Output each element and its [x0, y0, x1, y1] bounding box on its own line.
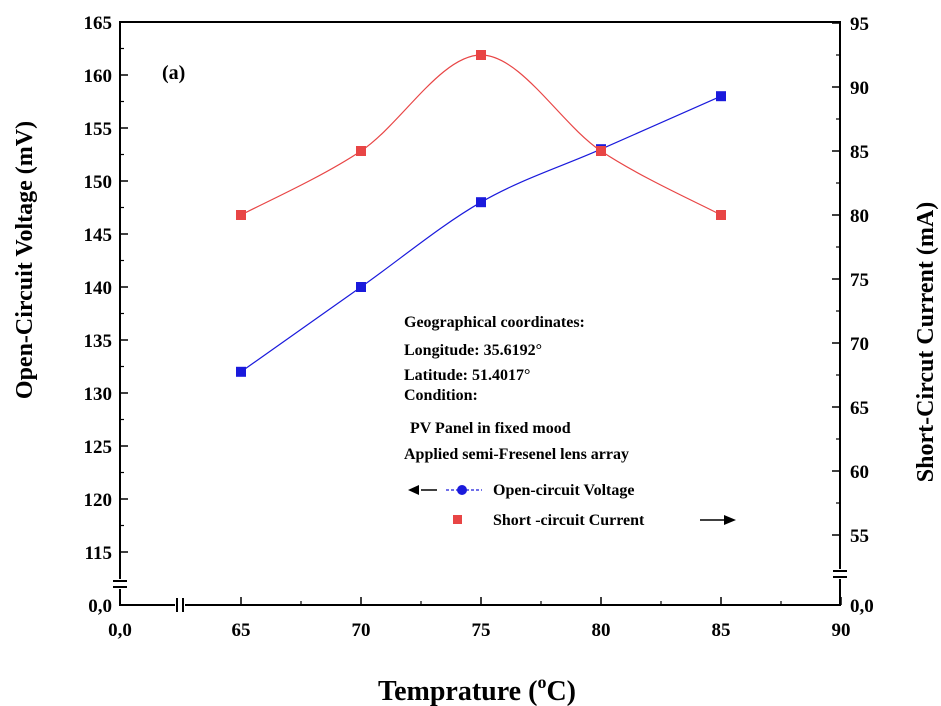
y-right-tick-label-70: 70 — [850, 334, 869, 355]
series-current-point-85 — [716, 210, 726, 220]
y-left-tick-label-140: 140 — [84, 278, 113, 299]
right-axis-break-gap — [834, 569, 846, 579]
legend: Open-circuit Voltage Short -circuit Curr… — [408, 482, 736, 529]
series-voltage-point-75 — [476, 197, 486, 208]
annotation-condition: Condition: — [404, 387, 478, 404]
x-tick-label-0,0: 0,0 — [108, 620, 132, 641]
y-left-tick-label-155: 155 — [84, 119, 113, 140]
x-axis-break-gap — [175, 599, 185, 611]
x-axis-title-main: Temprature ( — [378, 676, 537, 706]
series-voltage-point-70 — [356, 282, 366, 292]
annotation-longitude: Longitude: 35.6192° — [404, 342, 542, 359]
x-tick-label-90: 90 — [832, 620, 851, 641]
series-current-point-70 — [356, 146, 366, 156]
series-current-line — [240, 54, 722, 216]
y-right-tick-label-60: 60 — [850, 462, 869, 483]
legend-voltage-marker — [457, 485, 467, 495]
legend-current-label: Short -circuit Current — [493, 512, 645, 529]
axis-ticks: 0,0 65 70 75 80 85 90 0,0 115 120 125 130 135 140 145 1… — [84, 13, 874, 641]
y-right-tick-label-80: 80 — [850, 206, 869, 227]
y-right-tick-label-55: 55 — [850, 526, 869, 547]
y-right-tick-label-85: 85 — [850, 142, 869, 163]
panel-label: (a) — [162, 62, 185, 84]
x-axis-title: Temprature (oC) — [378, 672, 576, 706]
y-left-tick-label-130: 130 — [84, 384, 113, 405]
y-right-tick-label-95: 95 — [850, 14, 869, 35]
annotation-lens-array: Applied semi-Fresenel lens array — [404, 446, 629, 463]
data-series — [236, 50, 726, 377]
y-left-tick-label-145: 145 — [84, 225, 113, 246]
x-tick-label-85: 85 — [712, 620, 731, 641]
series-voltage-point-65 — [236, 366, 246, 377]
x-axis-break — [175, 598, 185, 612]
annotation-geo-title: Geographical coordinates: — [404, 314, 585, 331]
y-left-tick-label-160: 160 — [84, 66, 113, 87]
series-current-point-75 — [476, 50, 486, 60]
series-current-point-65 — [236, 210, 246, 220]
left-axis-break-gap — [114, 579, 126, 589]
annotation-latitude: Latitude: 51.4017° — [404, 367, 530, 384]
x-tick-label-65: 65 — [232, 620, 251, 641]
x-axis-title-unit: C) — [546, 676, 576, 706]
y-left-tick-label-135: 135 — [84, 331, 113, 352]
legend-right-arrow-head — [724, 515, 736, 525]
y-left-tick-label-125: 125 — [84, 437, 113, 458]
y-right-tick-label-65: 65 — [850, 398, 869, 419]
y-left-tick-label-120: 120 — [84, 490, 113, 511]
y-right-axis-title: Short-Circut Current (mA) — [913, 202, 939, 482]
right-axis-break — [833, 569, 847, 579]
legend-voltage-label: Open-circuit Voltage — [493, 482, 634, 499]
y-left-tick-label-0,0: 0,0 — [88, 596, 112, 617]
legend-left-arrow-head — [408, 485, 419, 495]
y-left-tick-label-150: 150 — [84, 172, 113, 193]
annotation-fixed-mood: PV Panel in fixed mood — [410, 420, 571, 437]
x-tick-label-70: 70 — [352, 620, 371, 641]
x-tick-label-80: 80 — [592, 620, 611, 641]
x-axis-title-degree: o — [537, 672, 546, 692]
y-right-tick-label-0,0: 0,0 — [850, 596, 874, 617]
y-right-tick-label-75: 75 — [850, 270, 869, 291]
legend-current-marker — [453, 515, 462, 524]
series-voltage-point-85 — [716, 91, 726, 102]
y-left-tick-label-115: 115 — [85, 543, 112, 564]
y-right-tick-label-90: 90 — [850, 78, 869, 99]
x-tick-label-75: 75 — [472, 620, 491, 641]
series-current-point-80 — [596, 146, 606, 156]
y-left-axis-title: Open-Circuit Voltage (mV) — [12, 121, 38, 399]
y-left-tick-label-165: 165 — [84, 13, 113, 34]
left-axis-break — [113, 579, 127, 589]
